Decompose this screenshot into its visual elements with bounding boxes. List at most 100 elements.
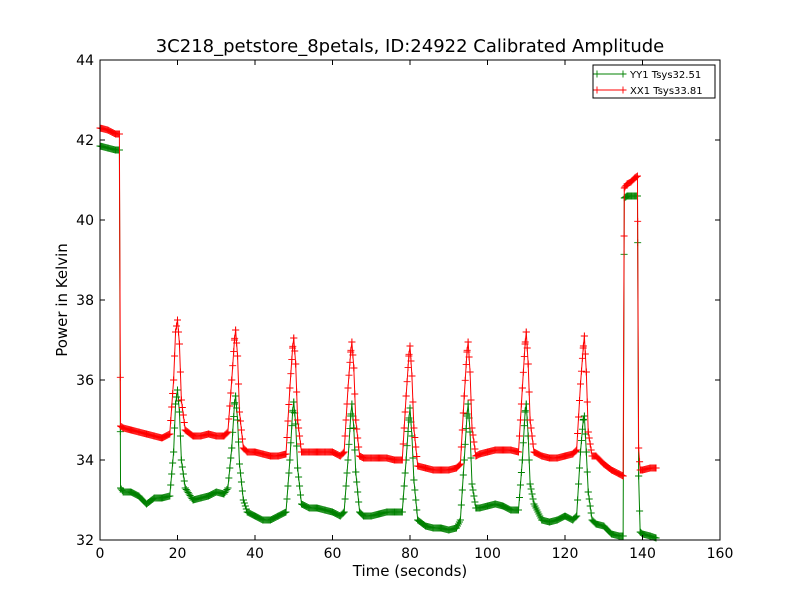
data-point-marker xyxy=(292,360,300,368)
data-point-marker xyxy=(519,368,527,376)
data-point-marker xyxy=(346,358,354,366)
data-point-marker xyxy=(429,466,437,474)
data-point-marker xyxy=(522,328,530,336)
data-point-marker xyxy=(472,452,480,460)
data-point-marker xyxy=(577,367,585,375)
series-layer xyxy=(96,124,660,542)
data-point-marker xyxy=(150,494,158,502)
data-point-marker xyxy=(583,398,591,406)
data-point-marker xyxy=(236,417,244,425)
data-point-marker xyxy=(290,334,298,342)
legend: YY1 Tsys32.51 XX1 Tsys33.81 xyxy=(592,64,716,99)
data-point-marker xyxy=(119,488,127,496)
data-point-marker xyxy=(470,492,478,500)
x-tick-label: 60 xyxy=(324,546,342,562)
data-point-marker xyxy=(321,506,329,514)
data-point-marker xyxy=(457,443,465,451)
data-point-marker xyxy=(127,426,135,434)
data-point-marker xyxy=(619,532,627,540)
data-point-marker xyxy=(518,384,526,392)
data-point-marker xyxy=(168,470,176,478)
data-point-marker xyxy=(527,485,535,493)
data-point-marker xyxy=(348,338,356,346)
data-point-marker xyxy=(635,472,643,480)
data-point-marker xyxy=(453,524,460,532)
data-point-marker xyxy=(220,432,228,440)
data-point-marker xyxy=(243,448,251,456)
chart-title: 3C218_petstore_8petals, ID:24922 Calibra… xyxy=(156,36,665,57)
data-point-marker xyxy=(634,217,642,225)
data-point-marker xyxy=(284,417,292,425)
data-point-marker xyxy=(351,446,359,454)
data-point-marker xyxy=(297,440,305,448)
data-point-marker xyxy=(224,484,232,492)
data-point-marker xyxy=(526,416,534,424)
y-tick-label: 34 xyxy=(76,453,94,469)
data-point-marker xyxy=(350,364,358,372)
data-point-marker xyxy=(429,524,437,532)
data-point-marker xyxy=(409,398,417,406)
data-point-marker xyxy=(354,434,362,442)
data-point-marker xyxy=(282,508,290,516)
data-point-marker xyxy=(346,425,354,433)
data-point-marker xyxy=(587,509,595,517)
data-point-marker xyxy=(176,368,184,376)
data-point-marker xyxy=(515,432,523,440)
data-point-marker xyxy=(445,526,453,534)
data-point-marker xyxy=(399,495,407,503)
data-point-marker xyxy=(189,496,197,504)
data-point-marker xyxy=(572,447,580,455)
data-point-marker xyxy=(212,432,220,440)
data-point-marker xyxy=(360,512,367,520)
data-point-marker xyxy=(224,428,232,436)
legend-frame xyxy=(592,64,716,99)
data-point-marker xyxy=(578,425,586,433)
data-point-marker xyxy=(516,481,524,489)
data-point-marker xyxy=(520,353,528,361)
data-point-marker xyxy=(576,397,584,404)
data-point-marker xyxy=(289,344,297,352)
data-point-marker xyxy=(176,432,184,440)
data-point-marker xyxy=(220,490,228,498)
data-point-marker xyxy=(205,430,212,438)
data-point-marker xyxy=(294,416,302,424)
data-point-marker xyxy=(166,492,174,500)
data-point-marker xyxy=(375,454,383,462)
data-point-marker xyxy=(343,469,351,477)
data-point-marker xyxy=(569,516,577,524)
data-point-marker xyxy=(577,437,585,445)
data-point-marker xyxy=(345,371,353,379)
data-point-marker xyxy=(342,416,350,424)
data-point-marker xyxy=(546,454,553,462)
data-point-marker xyxy=(287,439,295,447)
x-tick-label: 0 xyxy=(96,546,105,562)
data-point-marker xyxy=(341,495,349,503)
data-point-marker xyxy=(453,464,460,472)
data-point-marker xyxy=(235,438,243,446)
data-point-marker xyxy=(582,448,590,456)
data-point-marker xyxy=(459,471,467,479)
data-point-marker xyxy=(462,361,470,369)
data-point-marker xyxy=(461,376,469,384)
data-point-marker xyxy=(462,425,470,433)
data-point-marker xyxy=(212,488,220,496)
data-point-marker xyxy=(352,416,360,424)
data-point-marker xyxy=(499,446,507,454)
data-point-marker xyxy=(336,452,344,460)
data-point-marker xyxy=(243,508,251,516)
data-point-marker xyxy=(360,454,367,462)
data-point-marker xyxy=(205,492,212,500)
data-point-marker xyxy=(166,430,174,438)
data-point-marker xyxy=(410,476,418,484)
data-point-marker xyxy=(343,400,351,408)
data-point-marker xyxy=(592,520,600,528)
data-point-marker xyxy=(459,409,467,417)
data-point-marker xyxy=(235,380,243,388)
data-point-marker xyxy=(635,444,643,452)
data-point-marker xyxy=(226,464,234,472)
data-point-marker xyxy=(165,431,173,438)
x-tick-label: 160 xyxy=(707,546,734,562)
data-point-marker xyxy=(410,424,418,432)
legend-entry: YY1 Tsys32.51 xyxy=(593,70,701,81)
data-point-marker xyxy=(507,446,515,454)
